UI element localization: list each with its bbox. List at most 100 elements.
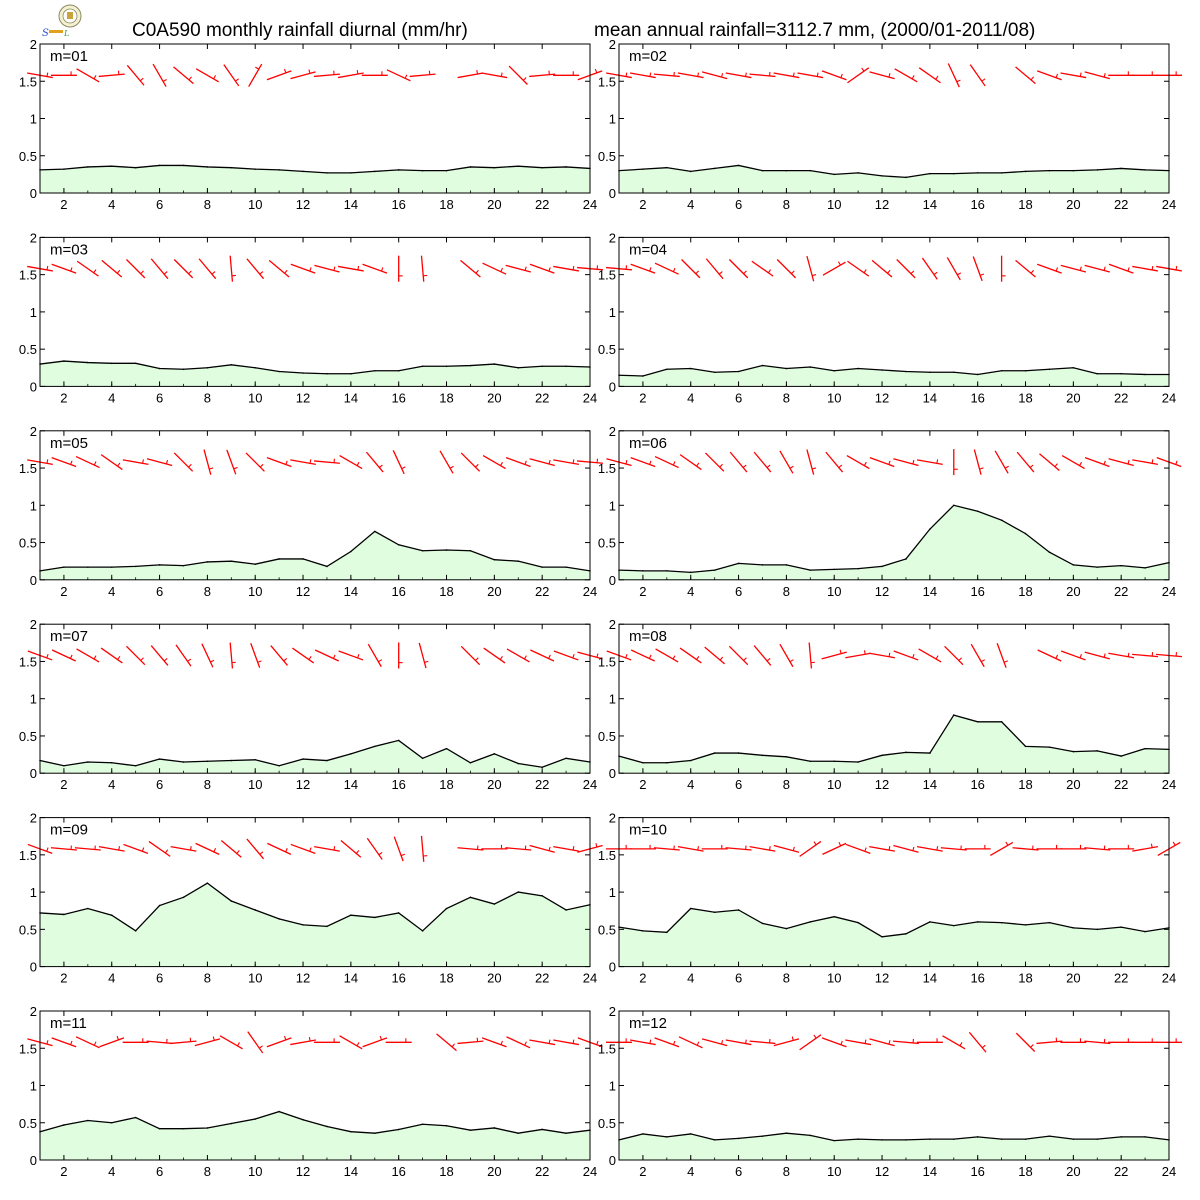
chart-10-y-tick-label: 1.5 bbox=[598, 848, 616, 863]
chart-7-point-3 bbox=[87, 761, 89, 763]
chart-4-wind-barb-8 bbox=[776, 259, 797, 279]
chart-6-point-5 bbox=[713, 569, 716, 571]
chart-1-wind-barb-14 bbox=[337, 70, 364, 79]
chart-5-y-tick-label: 0.5 bbox=[19, 536, 37, 551]
chart-12-area-fill bbox=[619, 1133, 1169, 1160]
chart-7-wind-barb-15 bbox=[367, 643, 383, 668]
chart-1-x-tick-label: 14 bbox=[344, 197, 358, 212]
chart-9-wind-barb-6 bbox=[148, 840, 171, 857]
chart-3-point-16 bbox=[397, 369, 400, 372]
chart-4-point-19 bbox=[1048, 368, 1051, 371]
chart-7-y-tick-label: 0 bbox=[30, 766, 37, 781]
chart-8-rainfall-line bbox=[618, 714, 1170, 764]
chart-5-wind-barb-23 bbox=[553, 459, 580, 465]
chart-6-point-6 bbox=[737, 562, 740, 565]
chart-6-point-9 bbox=[809, 569, 812, 571]
chart-4-wind-barb-14 bbox=[921, 257, 938, 280]
chart-11-x-tick-label: 10 bbox=[248, 1164, 262, 1179]
chart-10-wind-barb-13 bbox=[893, 844, 919, 853]
chart-10-x-tick-label: 12 bbox=[875, 971, 889, 986]
chart-8-point-2 bbox=[642, 761, 644, 764]
chart-4-wind-barb-7 bbox=[751, 260, 774, 277]
chart-2-point-17 bbox=[1000, 172, 1003, 174]
chart-8-wind-barb-15 bbox=[944, 645, 964, 666]
chart-11-wind-barb-18 bbox=[436, 1033, 457, 1052]
chart-10-point-13 bbox=[905, 933, 907, 935]
chart-12-wind-barb-11 bbox=[845, 1039, 872, 1046]
chart-11-wind-barb-15 bbox=[362, 1035, 388, 1048]
chart-7-y-tick-label: 1 bbox=[30, 692, 37, 707]
chart-2-x-tick-label: 6 bbox=[735, 197, 742, 212]
chart-10-x-tick-label: 14 bbox=[923, 971, 937, 986]
chart-10-wind-barb-6 bbox=[725, 845, 752, 851]
chart-11-point-9 bbox=[230, 1122, 233, 1125]
chart-3-wind-barb-21 bbox=[505, 264, 531, 273]
chart-5-area-fill bbox=[40, 531, 590, 580]
chart-2-y-tick-label: 1.5 bbox=[598, 74, 616, 89]
chart-3-wind-barb-2 bbox=[51, 263, 77, 274]
chart-8-point-9 bbox=[809, 760, 812, 763]
chart-2-wind-barb-22 bbox=[1108, 71, 1135, 76]
chart-2-x-tick-label: 12 bbox=[875, 197, 889, 212]
chart-12-point-23 bbox=[1144, 1136, 1146, 1138]
chart-10-wind-barb-21 bbox=[1084, 845, 1111, 851]
chart-1-x-tick-label: 4 bbox=[108, 197, 115, 212]
chart-7-wind-barb-22 bbox=[530, 649, 555, 662]
chart-6-wind-barb-15 bbox=[953, 449, 958, 476]
chart-6-point-8 bbox=[785, 564, 788, 566]
chart-12-wind-barb-8 bbox=[773, 1036, 800, 1047]
chart-5-wind-barb-15 bbox=[365, 451, 384, 473]
chart-3-wind-barb-5 bbox=[126, 259, 146, 279]
chart-12-wind-barb-21 bbox=[1084, 1038, 1111, 1045]
chart-2-point-21 bbox=[1096, 169, 1099, 171]
chart-11-x-tick-label: 20 bbox=[487, 1164, 501, 1179]
chart-11-month-label: m=11 bbox=[50, 1015, 87, 1032]
chart-2-wind-barb-16 bbox=[969, 64, 986, 87]
chart-6-wind-barb-13 bbox=[893, 458, 919, 467]
chart-10-point-15 bbox=[952, 924, 955, 927]
chart-12-x-tick-label: 8 bbox=[783, 1164, 790, 1179]
chart-6-point-14 bbox=[929, 528, 931, 530]
chart-8-x-tick-label: 6 bbox=[735, 777, 742, 792]
chart-4-point-8 bbox=[785, 367, 788, 370]
chart-9-wind-barb-19 bbox=[457, 845, 484, 851]
chart-5-wind-barb-11 bbox=[266, 457, 292, 468]
chart-12-x-tick-label: 22 bbox=[1114, 1164, 1128, 1179]
chart-5-rainfall-line bbox=[39, 530, 591, 572]
chart-3-wind-barb-9 bbox=[229, 255, 236, 282]
chart-1-x-tick-label: 24 bbox=[583, 197, 597, 212]
chart-5-wind-barb-19 bbox=[460, 452, 481, 472]
chart-8-point-14 bbox=[929, 752, 931, 754]
chart-10-point-2 bbox=[642, 930, 644, 932]
chart-4-x-tick-label: 6 bbox=[735, 390, 742, 405]
chart-5-point-14 bbox=[350, 550, 352, 553]
chart-6-x-tick-label: 8 bbox=[783, 584, 790, 599]
chart-1-point-5 bbox=[134, 166, 137, 169]
chart-9-point-14 bbox=[350, 914, 352, 916]
chart-12-x-tick-label: 16 bbox=[970, 1164, 984, 1179]
chart-2-rainfall-line bbox=[618, 164, 1170, 179]
chart-9-x-tick-label: 20 bbox=[487, 971, 501, 986]
chart-6-x-tick-label: 12 bbox=[875, 584, 889, 599]
chart-7-x-tick-label: 10 bbox=[248, 777, 262, 792]
chart-12-point-10 bbox=[833, 1139, 836, 1142]
chart-6-frame bbox=[618, 430, 1170, 581]
chart-11-x-tick-label: 12 bbox=[296, 1164, 310, 1179]
chart-8-x-tick-label: 18 bbox=[1018, 777, 1032, 792]
chart-7-point-6 bbox=[158, 758, 161, 760]
chart-6-wind-barb-17 bbox=[994, 450, 1009, 474]
chart-2-wind-barb-3 bbox=[653, 71, 680, 78]
chart-9-point-16 bbox=[397, 912, 400, 914]
chart-5-wind-barb-8 bbox=[203, 449, 214, 475]
svg-text:L: L bbox=[63, 29, 69, 38]
chart-2-wind-barb-12 bbox=[869, 71, 895, 80]
chart-11-x-tick-label: 2 bbox=[60, 1164, 67, 1179]
chart-4-x-tick-label: 22 bbox=[1114, 390, 1128, 405]
chart-11-wind-barb-23 bbox=[553, 1039, 580, 1046]
chart-8-wind-barb-10 bbox=[821, 649, 847, 660]
chart-5-point-15 bbox=[373, 530, 376, 533]
